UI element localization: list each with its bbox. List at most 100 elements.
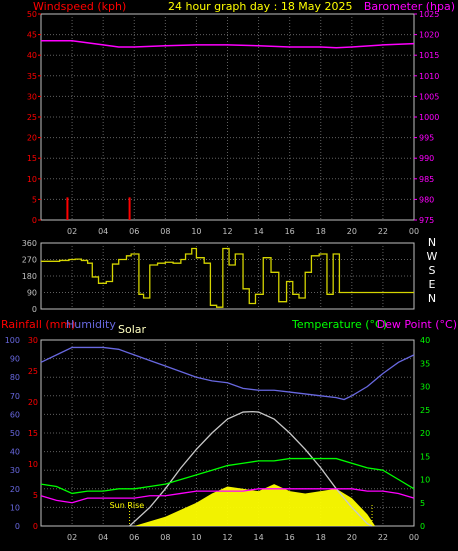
- rainfall-tick: 25: [28, 367, 38, 376]
- x-tick-label: 12: [222, 533, 232, 542]
- windspeed-tick: 50: [27, 10, 37, 19]
- humidity-tick: 40: [10, 448, 20, 457]
- humidity-tick: 90: [10, 355, 20, 364]
- x-tick-label: 16: [285, 227, 295, 236]
- x-tick-label: 22: [378, 227, 388, 236]
- dewpoint-axis-label: Dew Point (°C): [377, 318, 457, 331]
- barometer-tick: 990: [419, 154, 434, 163]
- barometer-tick: 985: [419, 175, 434, 184]
- windspeed-tick: 40: [27, 51, 37, 60]
- x-tick-label: 10: [191, 227, 201, 236]
- humidity-line: [40, 346, 415, 401]
- compass-label: N: [428, 236, 436, 249]
- barometer-tick: 1010: [419, 72, 439, 81]
- humidity-tick: 60: [10, 410, 20, 419]
- graph-title: 24 hour graph day : 18 May 2025: [168, 0, 353, 13]
- barometer-tick: 975: [419, 216, 434, 225]
- temperature-humidity-panel: 0102030405060708090100051015202530051015…: [1, 318, 457, 542]
- solar-max-curve: [129, 410, 373, 527]
- rainfall-axis-label: Rainfall (mm): [1, 318, 75, 331]
- windspeed-tick: 15: [27, 154, 37, 163]
- rainfall-tick: 5: [33, 491, 38, 500]
- x-tick-label: 08: [160, 533, 170, 542]
- x-tick-label: 18: [316, 227, 326, 236]
- temperature-tick: 15: [420, 452, 430, 461]
- temperature-tick: 10: [420, 476, 430, 485]
- x-tick-label: 20: [347, 227, 357, 236]
- barometer-line: [41, 40, 415, 49]
- humidity-tick: 100: [5, 336, 20, 345]
- compass-label: W: [427, 250, 438, 263]
- barometer-tick: 1015: [419, 51, 439, 60]
- rainfall-tick: 0: [33, 522, 38, 531]
- rainfall-tick: 20: [28, 398, 38, 407]
- barometer-tick: 1005: [419, 92, 439, 101]
- barometer-tick: 1025: [419, 10, 439, 19]
- x-tick-label: 10: [191, 533, 201, 542]
- rainfall-tick: 15: [28, 429, 38, 438]
- temperature-tick: 5: [420, 499, 425, 508]
- temperature-tick: 30: [420, 383, 430, 392]
- barometer-tick: 995: [419, 134, 434, 143]
- x-tick-label: 14: [253, 227, 263, 236]
- temperature-line: [40, 457, 415, 495]
- barometer-tick: 1020: [419, 31, 439, 40]
- temperature-tick: 40: [420, 336, 430, 345]
- x-tick-label: 14: [253, 533, 263, 542]
- x-tick-label: 18: [316, 533, 326, 542]
- temperature-tick: 25: [420, 406, 430, 415]
- sunrise-label: Sun Rise: [110, 501, 145, 510]
- windspeed-tick: 25: [27, 113, 37, 122]
- barometer-axis-label: Barometer (hpa): [364, 0, 455, 13]
- x-tick-label: 04: [98, 533, 108, 542]
- rainfall-tick: 10: [28, 460, 38, 469]
- compass-label: N: [428, 292, 436, 305]
- rainfall-tick: 30: [28, 336, 38, 345]
- compass-label: S: [429, 264, 436, 277]
- x-tick-label: 04: [98, 227, 108, 236]
- x-tick-label: 12: [222, 227, 232, 236]
- wind-direction-line: [41, 247, 414, 308]
- solar-area: [41, 484, 414, 526]
- humidity-axis-label: Humidity: [66, 318, 116, 331]
- x-tick-label: 02: [67, 533, 77, 542]
- humidity-tick: 20: [10, 485, 20, 494]
- direction-tick: 270: [22, 256, 37, 265]
- x-tick-label: 02: [67, 227, 77, 236]
- temperature-tick: 0: [420, 522, 425, 531]
- x-tick-label: 16: [285, 533, 295, 542]
- temperature-tick: 35: [420, 359, 430, 368]
- x-tick-label: 00: [409, 533, 419, 542]
- humidity-tick: 0: [15, 522, 20, 531]
- wind-barometer-panel: 0510152025303540455097598098599099510001…: [27, 0, 455, 236]
- humidity-tick: 10: [10, 503, 20, 512]
- solar-label: Solar: [118, 323, 147, 336]
- windspeed-tick: 20: [27, 134, 37, 143]
- windspeed-tick: 0: [32, 216, 37, 225]
- temperature-tick: 20: [420, 429, 430, 438]
- humidity-tick: 50: [10, 429, 20, 438]
- windspeed-tick: 5: [32, 195, 37, 204]
- humidity-tick: 80: [10, 373, 20, 382]
- x-tick-label: 06: [129, 533, 139, 542]
- windspeed-tick: 10: [27, 175, 37, 184]
- humidity-tick: 70: [10, 392, 20, 401]
- windspeed-tick: 45: [27, 31, 37, 40]
- windspeed-tick: 35: [27, 72, 37, 81]
- windspeed-axis-label: Windspeed (kph): [33, 0, 126, 13]
- temperature-axis-label: Temperature (°C): [291, 318, 387, 331]
- barometer-tick: 980: [419, 195, 434, 204]
- x-tick-label: 22: [378, 533, 388, 542]
- direction-tick: 180: [22, 272, 37, 281]
- windspeed-tick: 30: [27, 92, 37, 101]
- direction-tick: 0: [32, 305, 37, 314]
- x-tick-label: 06: [129, 227, 139, 236]
- direction-tick: 90: [27, 289, 37, 298]
- dewpoint-line: [40, 488, 415, 504]
- barometer-tick: 1000: [419, 113, 439, 122]
- compass-label: E: [429, 278, 436, 291]
- x-tick-label: 08: [160, 227, 170, 236]
- x-tick-label: 00: [409, 227, 419, 236]
